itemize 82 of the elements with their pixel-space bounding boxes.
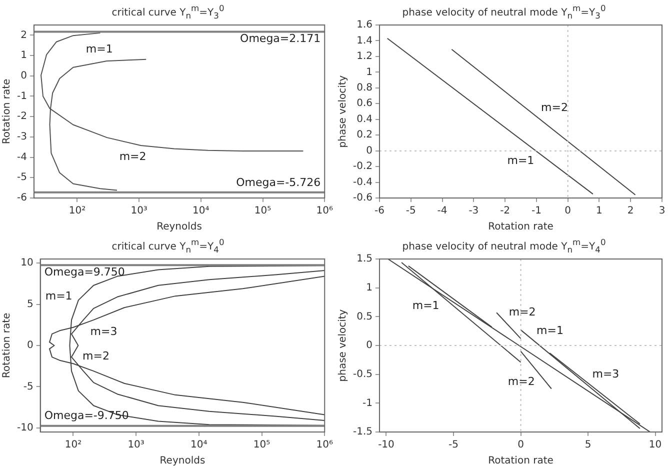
series-label: m=1	[536, 324, 564, 337]
x-tick-label: 0	[518, 440, 524, 451]
x-axis-title: Reynolds	[156, 222, 202, 233]
y-tick-label: -1	[362, 398, 373, 409]
ref-line-label: Omega=2.171	[240, 32, 321, 46]
y-tick-label: 1	[20, 50, 27, 62]
x-tick-label: 1	[596, 206, 602, 217]
y-tick-label: 0.6	[356, 98, 373, 110]
x-tick-label: -2	[500, 206, 510, 217]
y-tick-label: 1.5	[356, 254, 373, 265]
ref-line-label: Omega=9.750	[44, 266, 125, 279]
y-tick-label: -1.5	[352, 426, 373, 438]
y-tick-label: 5	[26, 298, 34, 310]
x-tick-label: 3	[658, 206, 666, 217]
y-tick-label: 0.4	[356, 114, 373, 125]
y-tick-label: 0	[20, 70, 27, 82]
y-tick-label: 0	[366, 145, 373, 156]
x-tick-label: 2	[627, 206, 634, 217]
y-tick-label: 10	[20, 258, 34, 269]
y-tick-label: 0.5	[356, 311, 373, 322]
y-tick-label: -0.4	[352, 176, 373, 188]
series-label: m=2	[508, 374, 535, 388]
series-label: m=1	[86, 42, 113, 56]
series-label: m=1	[507, 154, 534, 168]
y-tick-label: -3	[16, 132, 27, 143]
series-label: m=2	[82, 350, 110, 363]
y-axis-title: phase velocity	[338, 309, 349, 382]
x-axis-title: Rotation rate	[488, 456, 554, 467]
y-tick-label: 1.4	[356, 35, 373, 46]
x-tick-label: 10⁵	[254, 206, 272, 217]
y-tick-label: 0.8	[356, 82, 373, 94]
x-tick-label: -4	[437, 206, 448, 217]
y-tick-label: 1	[366, 282, 373, 294]
series-label: m=2	[119, 150, 146, 163]
x-tick-label: -5	[406, 206, 416, 217]
ref-line-label: Omega=-5.726	[236, 176, 321, 189]
series-label: m=1	[45, 290, 72, 303]
x-tick-label: -3	[468, 206, 479, 217]
y-tick-label: -0.5	[352, 368, 373, 380]
x-axis-title: Reynolds	[160, 456, 206, 467]
y-tick-label: -5	[16, 172, 27, 184]
x-axis-title: Rotation rate	[488, 222, 554, 233]
ref-line-label: Omega=-9.750	[44, 409, 129, 422]
y-tick-label: 2	[20, 30, 27, 41]
x-tick-label: -10	[378, 440, 394, 451]
y-tick-label: 1.6	[356, 20, 373, 31]
x-tick-label: 0	[564, 206, 572, 217]
x-tick-label: 10⁴	[192, 206, 210, 217]
y-tick-label: -0.2	[352, 161, 373, 172]
x-tick-label: 10³	[130, 206, 148, 217]
x-tick-label: 10	[648, 440, 662, 451]
series-label: m=3	[90, 324, 118, 338]
y-tick-label: -0.6	[352, 192, 373, 204]
y-tick-label: -5	[23, 381, 34, 392]
y-tick-label: 1	[366, 66, 373, 78]
x-tick-label: -1	[531, 206, 542, 217]
y-tick-label: 0.2	[356, 130, 373, 141]
y-tick-label: 0	[26, 340, 34, 352]
x-tick-label: -5	[448, 440, 458, 451]
y-tick-label: -6	[16, 192, 27, 204]
x-tick-label: 5	[584, 440, 592, 451]
x-tick-label: -6	[374, 206, 385, 217]
y-tick-label: -10	[16, 422, 34, 434]
y-tick-label: -2	[16, 111, 27, 122]
y-tick-label: -1	[16, 90, 27, 102]
series-label: m=1	[412, 298, 440, 312]
x-tick-label: 10²	[64, 440, 82, 451]
x-tick-label: 10⁴	[190, 440, 208, 451]
x-tick-label: 10³	[128, 440, 144, 451]
x-tick-label: 10⁵	[253, 440, 270, 451]
y-tick-label: -4	[16, 152, 27, 163]
y-tick-label: 0	[366, 340, 373, 352]
series-label: m=3	[592, 367, 620, 380]
x-tick-label: 10²	[68, 206, 86, 217]
y-axis-title: phase velocity	[338, 75, 349, 148]
series-label: m=2	[541, 101, 568, 114]
y-axis-title: Rotation rate	[2, 78, 13, 144]
x-tick-label: 10⁶	[316, 440, 333, 451]
y-axis-title: Rotation rate	[2, 312, 13, 378]
y-tick-label: 1.2	[356, 51, 373, 62]
x-tick-label: 10⁶	[316, 206, 333, 217]
series-label: m=2	[508, 306, 536, 319]
